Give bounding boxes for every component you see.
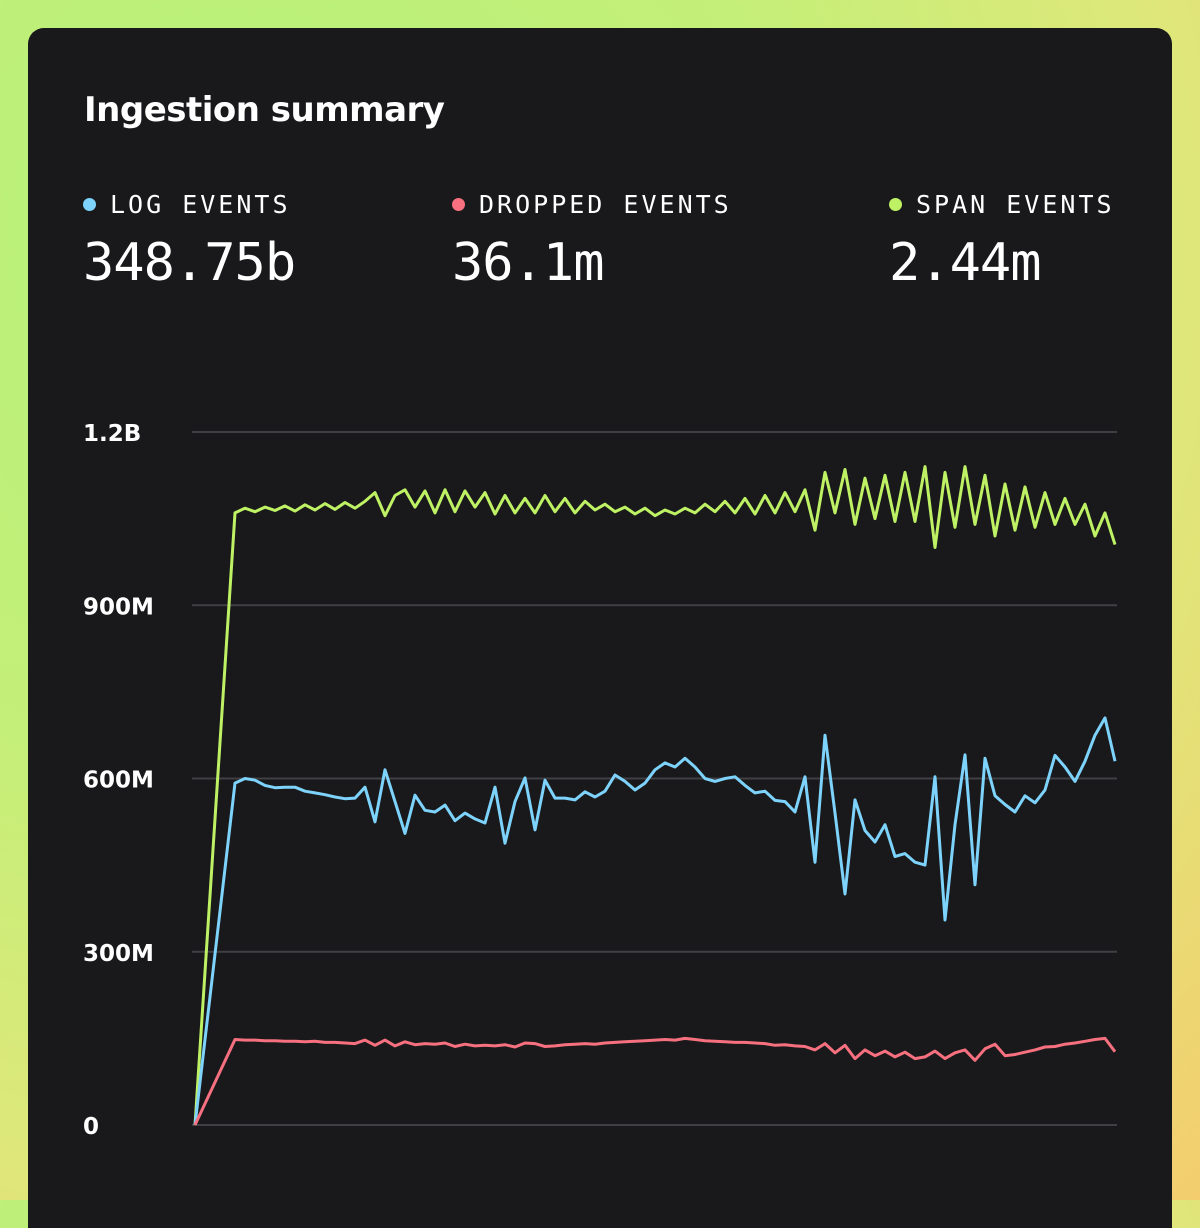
stat-span-events: SPAN EVENTS 2.44m <box>889 190 1115 293</box>
stat-log-events: LOG EVENTS 348.75b <box>83 190 296 293</box>
series-line-span-events <box>193 465 1117 1126</box>
y-tick-label: 0 <box>83 1114 99 1140</box>
span-events-legend-dot <box>889 198 902 211</box>
log-events-legend-dot <box>83 198 96 211</box>
y-tick-label: 300M <box>83 941 154 967</box>
y-tick-label: 600M <box>83 768 154 794</box>
stat-label: SPAN EVENTS <box>916 190 1115 219</box>
stat-dropped-events: DROPPED EVENTS 36.1m <box>452 190 732 293</box>
series-line-log-events <box>193 716 1117 1126</box>
series-line-dropped-events <box>193 1036 1117 1126</box>
dropped-events-legend-dot <box>452 198 465 211</box>
stat-value: 2.44m <box>889 233 1042 293</box>
ingestion-summary-card: Ingestion summary <box>28 28 1172 1228</box>
stat-value: 36.1m <box>452 233 605 293</box>
stat-value: 348.75b <box>83 233 296 293</box>
y-tick-label: 1.2B <box>83 421 141 447</box>
ingestion-line-chart: 0 300M 600M 900M 1.2B <box>83 421 1117 1140</box>
y-tick-label: 900M <box>83 594 154 620</box>
stat-label: DROPPED EVENTS <box>479 190 732 219</box>
card-title: Ingestion summary <box>84 90 445 130</box>
stat-label: LOG EVENTS <box>110 190 291 219</box>
